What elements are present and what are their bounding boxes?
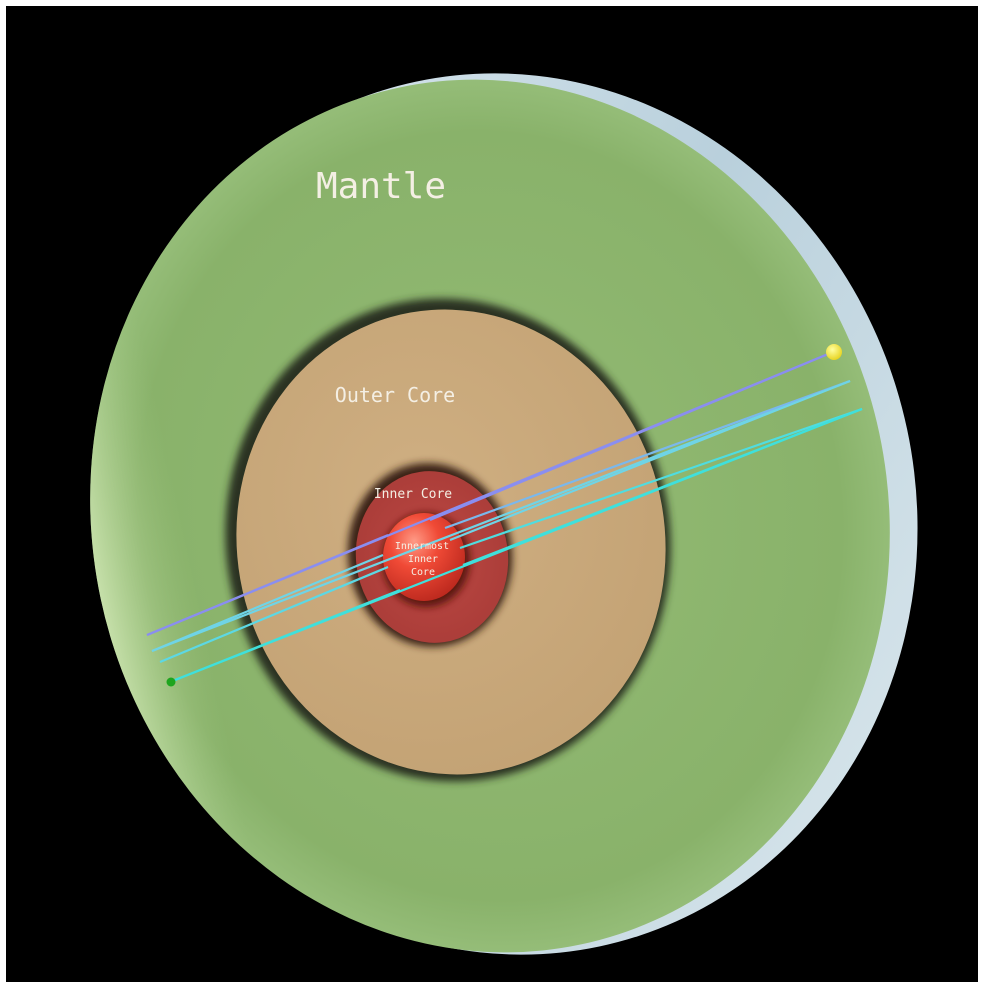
innermost-inner-core-label-line-1: Innermost	[395, 541, 449, 552]
ray-path	[444, 379, 851, 530]
innermost-inner-core-sphere	[383, 513, 465, 601]
innermost-inner-core-label-line-3: Core	[411, 567, 435, 578]
ray-path	[151, 553, 384, 653]
ray-path	[449, 379, 851, 542]
ray-path	[169, 588, 401, 684]
ray-path	[159, 565, 389, 664]
ray-path	[151, 379, 851, 653]
inner-core-label: Inner Core	[374, 487, 452, 502]
innermost-inner-core-label-line-2: Inner	[408, 554, 438, 565]
ray-path	[429, 350, 834, 522]
ray-path	[462, 407, 863, 567]
outer-core-label: Outer Core	[335, 383, 455, 407]
seismic-source-marker	[826, 344, 842, 360]
seismic-rays	[146, 350, 863, 684]
ray-path	[459, 407, 863, 550]
mantle-label: Mantle	[316, 166, 446, 207]
ray-path	[146, 533, 389, 637]
seismic-receiver-marker	[166, 677, 176, 687]
